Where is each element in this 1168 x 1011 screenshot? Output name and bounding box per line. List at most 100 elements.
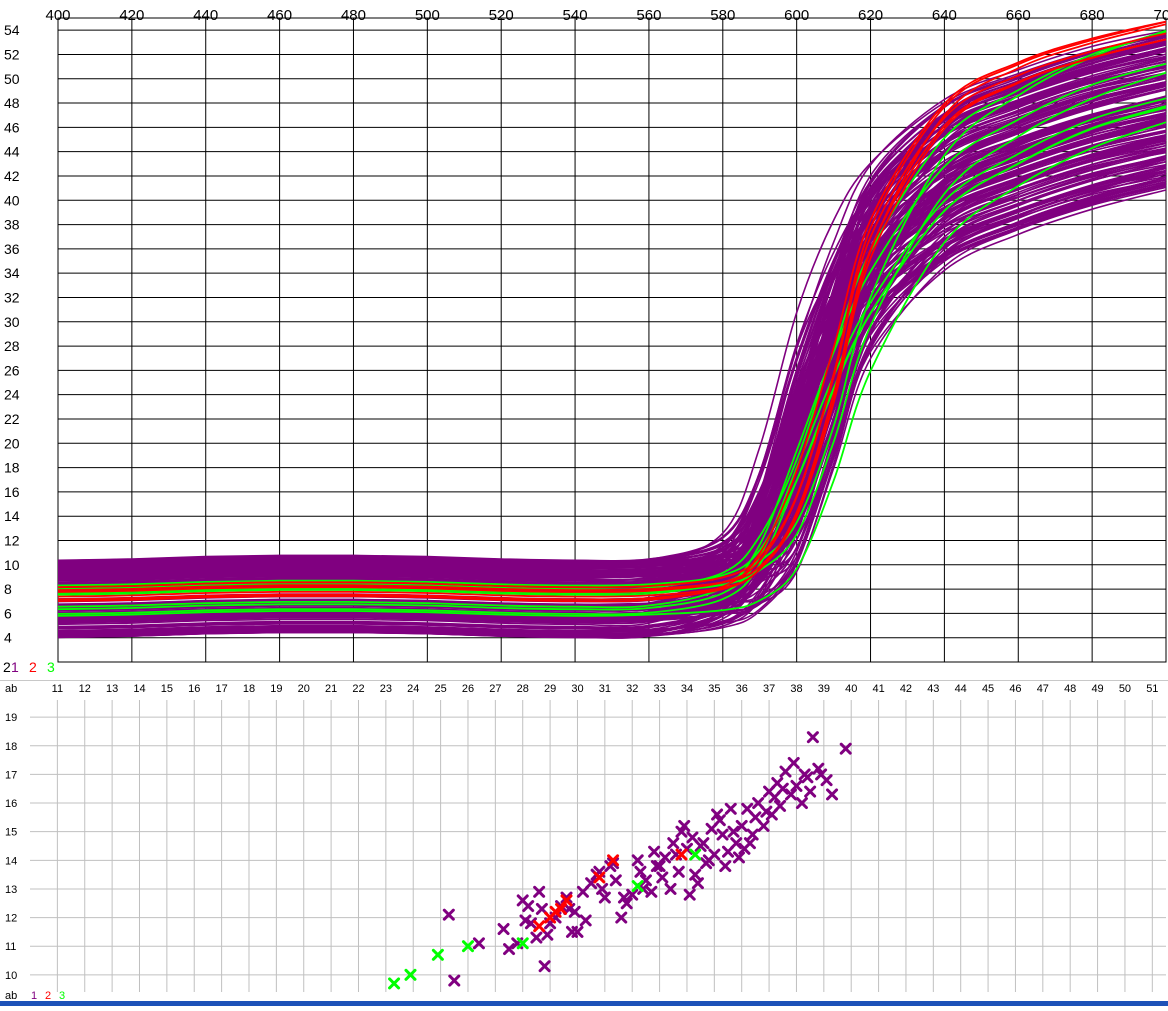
scatter-point-group-1 <box>702 854 715 867</box>
y-tick-label: 6 <box>4 605 12 621</box>
scatter-point-group-1 <box>691 877 704 890</box>
series-line-group-1 <box>57 139 1167 637</box>
scatter-point-group-1 <box>667 837 680 850</box>
scatter-point-group-1 <box>746 828 759 841</box>
series-line-group-2 <box>57 20 1167 589</box>
scatter-point-group-1 <box>522 900 535 913</box>
x-tick-label: 680 <box>1080 7 1105 24</box>
scatter-point-group-1 <box>787 756 800 769</box>
top-chart-tick-labels: 400 420 440 460 480 500 520 540 560 580 600 620 640 6… <box>4 7 1168 646</box>
scatter-point-group-1 <box>631 854 644 867</box>
scatter-point-group-1 <box>730 837 743 850</box>
scatter-y-tick-label: 17 <box>5 769 17 781</box>
series-line-group-3 <box>57 30 1167 591</box>
scatter-point-group-3 <box>631 880 644 893</box>
scatter-x-tick-label: 35 <box>708 683 720 695</box>
scatter-legend-prefix: ab <box>5 990 17 1002</box>
scatter-chart-tick-labels: 11 12 13 14 15 16 17 18 19 20 21 22 23 24 25 26 27 28 29 30… <box>5 683 1158 982</box>
y-tick-label: 38 <box>4 217 20 233</box>
y-tick-label: 26 <box>4 362 20 378</box>
scatter-x-tick-label: 50 <box>1119 683 1131 695</box>
y-tick-label: 48 <box>4 95 20 111</box>
scatter-x-tick-label: 38 <box>790 683 802 695</box>
scatter-point-group-1 <box>626 888 639 901</box>
scatter-x-tick-label: 45 <box>982 683 994 695</box>
series-line-group-2 <box>57 38 1167 598</box>
scatter-point-group-1 <box>727 825 740 838</box>
y-tick-label: 50 <box>4 71 20 87</box>
y-tick-label: 34 <box>4 265 20 281</box>
scatter-x-tick-label: 37 <box>763 683 775 695</box>
y-tick-label: 10 <box>4 557 20 573</box>
scatter-point-group-1 <box>719 860 732 873</box>
scatter-point-group-1 <box>579 914 592 927</box>
y-tick-label: 4 <box>4 630 12 646</box>
scatter-axis-label-top: ab <box>5 683 17 695</box>
scatter-x-tick-label: 33 <box>653 683 665 695</box>
scatter-point-group-1 <box>519 914 532 927</box>
scatter-x-tick-label: 11 <box>52 683 63 695</box>
scatter-point-group-1 <box>732 851 745 864</box>
scatter-legend-entry-1: 1 <box>31 990 37 1002</box>
scatter-point-group-1 <box>675 825 688 838</box>
y-tick-label: 40 <box>4 192 20 208</box>
scatter-point-group-1 <box>659 851 672 864</box>
scatter-point-group-1 <box>689 868 702 881</box>
scatter-point-group-2 <box>593 871 606 884</box>
scatter-point-group-1 <box>743 837 756 850</box>
y-tick-label: 14 <box>4 508 20 524</box>
series-line-group-1 <box>57 66 1167 586</box>
scatter-point-group-1 <box>568 905 581 918</box>
x-tick-label: 460 <box>267 7 292 24</box>
scatter-x-tick-label: 20 <box>298 683 310 695</box>
scatter-y-tick-label: 15 <box>5 827 17 839</box>
scatter-point-group-1 <box>653 860 666 873</box>
scatter-point-group-1 <box>598 891 611 904</box>
scatter-x-tick-label: 36 <box>736 683 748 695</box>
scatter-point-group-1 <box>637 882 650 895</box>
scatter-x-tick-label: 43 <box>927 683 939 695</box>
scatter-y-tick-label: 12 <box>5 913 17 925</box>
scatter-point-group-1 <box>560 891 573 904</box>
scatter-point-group-1 <box>812 762 825 775</box>
scatter-y-tick-label: 16 <box>5 798 17 810</box>
scatter-point-group-1 <box>634 865 647 878</box>
scatter-point-group-1 <box>618 891 631 904</box>
scatter-x-tick-label: 44 <box>955 683 967 695</box>
y-tick-label: 54 <box>4 22 20 38</box>
scatter-x-tick-label: 34 <box>681 683 693 695</box>
scatter-x-tick-label: 51 <box>1146 683 1158 695</box>
scatter-point-group-1 <box>615 911 628 924</box>
scatter-point-group-1 <box>596 882 609 895</box>
scatter-point-group-1 <box>839 742 852 755</box>
scatter-point-group-1 <box>694 840 707 852</box>
scatter-point-group-2 <box>560 894 573 907</box>
scatter-x-tick-label: 48 <box>1064 683 1076 695</box>
scatter-point-group-1 <box>533 885 546 898</box>
series-line-group-1 <box>57 47 1167 564</box>
scatter-x-tick-label: 47 <box>1037 683 1049 695</box>
x-tick-label: 560 <box>636 7 661 24</box>
y-tick-label: 18 <box>4 460 20 476</box>
scatter-y-tick-label: 18 <box>5 741 17 753</box>
scatter-chart-legend: ab 1 2 3 <box>5 990 65 1002</box>
scatter-x-tick-label: 13 <box>106 683 118 695</box>
series-line-group-2 <box>57 23 1167 601</box>
x-tick-label: 500 <box>415 7 440 24</box>
x-tick-label: 400 <box>45 7 70 24</box>
scatter-x-tick-label: 16 <box>188 683 200 695</box>
scatter-point-group-1 <box>790 779 803 792</box>
scatter-x-tick-label: 28 <box>517 683 529 695</box>
scatter-x-tick-label: 39 <box>818 683 830 695</box>
series-line-group-2 <box>57 20 1167 603</box>
x-tick-label: 480 <box>341 7 366 24</box>
scatter-x-tick-label: 30 <box>571 683 583 695</box>
x-tick-label: 600 <box>784 7 809 24</box>
scatter-point-group-1 <box>711 808 724 821</box>
scatter-point-group-1 <box>741 802 754 815</box>
scatter-point-group-1 <box>806 731 819 744</box>
scatter-legend-entry-2: 2 <box>45 990 51 1002</box>
y-tick-label: 12 <box>4 532 20 548</box>
